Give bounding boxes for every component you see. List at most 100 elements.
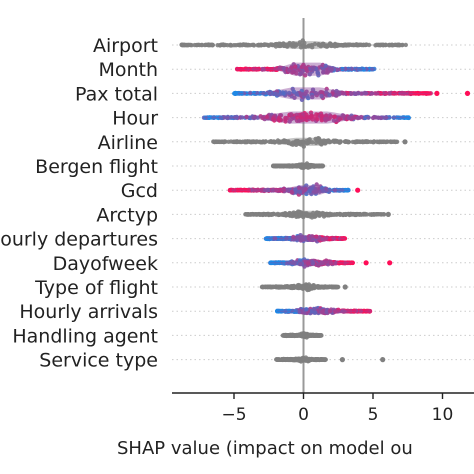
shap-density-band	[203, 111, 410, 124]
shap-point	[340, 90, 346, 96]
shap-point	[319, 42, 325, 47]
shap-point	[297, 40, 303, 45]
shap-point	[236, 42, 241, 48]
feature-swarm	[179, 38, 408, 50]
shap-point	[310, 87, 316, 92]
shap-point	[345, 91, 350, 96]
feature-swarm	[201, 110, 411, 125]
shap-point	[325, 44, 330, 49]
shap-outlier	[464, 90, 471, 96]
shap-outlier	[380, 357, 386, 363]
feature-label: Bergen flight	[35, 156, 158, 178]
shap-point	[306, 95, 311, 101]
feature-swarm	[211, 136, 408, 149]
x-tick-label: 0	[298, 405, 309, 425]
shap-point	[312, 41, 318, 47]
x-tick-label: −5	[221, 405, 246, 425]
feature-label: Dayofweek	[53, 253, 158, 275]
shap-point	[331, 118, 337, 123]
shap-point	[369, 67, 375, 72]
beeswarm-points	[179, 38, 471, 364]
shap-point	[261, 91, 266, 96]
feature-swarm	[227, 182, 361, 197]
shap-point	[349, 91, 354, 96]
shap-point	[292, 95, 297, 101]
shap-point	[281, 91, 286, 96]
shap-point	[293, 64, 298, 69]
shap-point	[369, 91, 375, 96]
feature-label: Hourly arrivals	[19, 301, 158, 323]
feature-label: Handling agent	[12, 325, 158, 347]
shap-density-band	[234, 87, 432, 100]
shap-point	[244, 66, 249, 72]
shap-point	[324, 86, 329, 92]
shap-point	[427, 91, 432, 96]
feature-swarm	[268, 257, 393, 269]
shap-point	[375, 42, 381, 48]
shap-point	[374, 91, 379, 96]
shap-point	[256, 42, 261, 47]
shap-outlier	[339, 357, 345, 363]
shap-point	[181, 42, 186, 48]
shap-point	[254, 67, 260, 72]
shap-point	[329, 43, 334, 49]
shap-point	[364, 42, 369, 47]
shap-outlier	[387, 260, 393, 266]
shap-outlier	[342, 284, 348, 290]
shap-point	[320, 90, 325, 95]
shap-point	[333, 93, 338, 98]
shap-point	[383, 91, 389, 96]
shap-point	[403, 42, 408, 48]
shap-point	[269, 42, 275, 47]
feature-label: Type of flight	[34, 277, 158, 299]
feature-label: Airline	[98, 132, 158, 154]
shap-point	[207, 43, 212, 48]
feature-swarm	[243, 209, 391, 220]
feature-label: Pax total	[75, 83, 158, 105]
shap-point	[291, 69, 296, 75]
shap-point	[221, 42, 226, 47]
shap-point	[300, 43, 306, 48]
feature-label: Airport	[93, 35, 158, 57]
shap-density-band	[277, 307, 371, 315]
shap-density-band	[228, 185, 350, 196]
shap-point	[402, 91, 408, 96]
shap-point	[186, 42, 192, 48]
shap-point	[279, 42, 284, 47]
shap-point	[277, 65, 283, 70]
shap-outlier	[232, 90, 238, 96]
shap-point	[323, 63, 328, 68]
shap-point	[396, 42, 401, 48]
shap-point	[336, 92, 342, 97]
shap-point	[421, 91, 426, 96]
feature-swarm	[232, 86, 471, 103]
shap-point	[347, 66, 352, 72]
shap-point	[265, 66, 270, 72]
shap-point	[294, 91, 299, 97]
shap-point	[267, 90, 272, 95]
shap-point	[313, 91, 319, 96]
shap-point	[341, 42, 347, 48]
feature-label: Month	[98, 59, 158, 81]
shap-point	[399, 42, 405, 48]
shap-point	[311, 65, 316, 70]
shap-outlier	[402, 139, 408, 145]
shap-point	[392, 90, 397, 96]
shap-outlier	[363, 260, 369, 266]
shap-point	[378, 91, 383, 96]
shap-point	[319, 113, 324, 119]
shap-point	[387, 115, 392, 120]
feature-label: Arctyp	[96, 204, 158, 226]
shap-point	[415, 91, 421, 96]
shap-point	[299, 91, 304, 97]
shap-point	[281, 66, 286, 71]
shap-point	[346, 43, 351, 48]
shap-point	[303, 73, 308, 78]
shap-point	[310, 45, 315, 50]
shap-point	[238, 66, 243, 72]
shap-point	[321, 70, 326, 75]
shap-point	[291, 89, 296, 94]
x-tick-label: 5	[368, 405, 379, 425]
shap-outlier	[355, 187, 361, 193]
